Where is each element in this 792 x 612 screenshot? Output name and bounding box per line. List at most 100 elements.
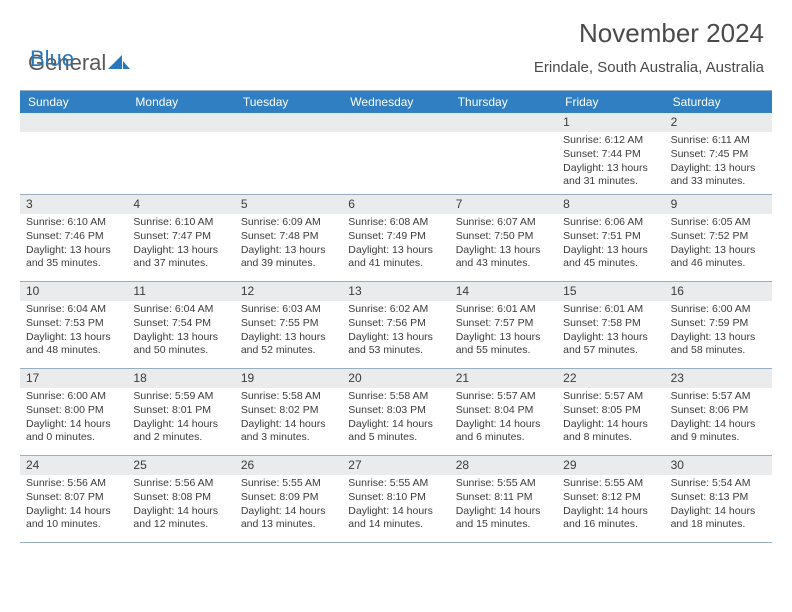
day-number: 29 (557, 456, 664, 475)
title-block: November 2024 Erindale, South Australia,… (534, 18, 764, 76)
day-number: 12 (235, 282, 342, 301)
sunset-text: Sunset: 7:53 PM (26, 317, 121, 330)
sunset-text: Sunset: 7:47 PM (133, 230, 228, 243)
day-number: 13 (342, 282, 449, 301)
location: Erindale, South Australia, Australia (534, 59, 764, 76)
day-number: 3 (20, 195, 127, 214)
day-body: Sunrise: 6:00 AMSunset: 8:00 PMDaylight:… (20, 388, 127, 450)
daylight-text: Daylight: 13 hours and 58 minutes. (671, 331, 766, 357)
sunset-text: Sunset: 7:52 PM (671, 230, 766, 243)
day-number: 19 (235, 369, 342, 388)
day-body: Sunrise: 6:05 AMSunset: 7:52 PMDaylight:… (665, 214, 772, 276)
day-body (235, 132, 342, 138)
day-cell (127, 113, 234, 194)
daylight-text: Daylight: 13 hours and 57 minutes. (563, 331, 658, 357)
day-header: Sunday (20, 91, 127, 113)
day-number (235, 113, 342, 132)
day-body: Sunrise: 5:56 AMSunset: 8:08 PMDaylight:… (127, 475, 234, 537)
day-cell: 2Sunrise: 6:11 AMSunset: 7:45 PMDaylight… (665, 113, 772, 194)
sunset-text: Sunset: 8:09 PM (241, 491, 336, 504)
day-cell: 22Sunrise: 5:57 AMSunset: 8:05 PMDayligh… (557, 369, 664, 455)
day-cell: 24Sunrise: 5:56 AMSunset: 8:07 PMDayligh… (20, 456, 127, 542)
sunset-text: Sunset: 8:00 PM (26, 404, 121, 417)
day-cell: 28Sunrise: 5:55 AMSunset: 8:11 PMDayligh… (450, 456, 557, 542)
day-number: 24 (20, 456, 127, 475)
week-row: 1Sunrise: 6:12 AMSunset: 7:44 PMDaylight… (20, 113, 772, 195)
day-cell: 27Sunrise: 5:55 AMSunset: 8:10 PMDayligh… (342, 456, 449, 542)
sunrise-text: Sunrise: 6:10 AM (26, 216, 121, 229)
day-cell: 21Sunrise: 5:57 AMSunset: 8:04 PMDayligh… (450, 369, 557, 455)
day-number: 22 (557, 369, 664, 388)
day-number: 2 (665, 113, 772, 132)
sunset-text: Sunset: 7:48 PM (241, 230, 336, 243)
day-body: Sunrise: 6:10 AMSunset: 7:47 PMDaylight:… (127, 214, 234, 276)
day-body: Sunrise: 6:01 AMSunset: 7:57 PMDaylight:… (450, 301, 557, 363)
day-cell (450, 113, 557, 194)
sunset-text: Sunset: 7:50 PM (456, 230, 551, 243)
day-number: 26 (235, 456, 342, 475)
day-number (20, 113, 127, 132)
sunset-text: Sunset: 8:02 PM (241, 404, 336, 417)
daylight-text: Daylight: 13 hours and 50 minutes. (133, 331, 228, 357)
day-cell: 25Sunrise: 5:56 AMSunset: 8:08 PMDayligh… (127, 456, 234, 542)
sunset-text: Sunset: 8:01 PM (133, 404, 228, 417)
sunset-text: Sunset: 8:13 PM (671, 491, 766, 504)
day-body: Sunrise: 5:57 AMSunset: 8:05 PMDaylight:… (557, 388, 664, 450)
sunrise-text: Sunrise: 5:55 AM (348, 477, 443, 490)
sunset-text: Sunset: 7:54 PM (133, 317, 228, 330)
sunrise-text: Sunrise: 6:07 AM (456, 216, 551, 229)
day-number: 9 (665, 195, 772, 214)
daylight-text: Daylight: 14 hours and 8 minutes. (563, 418, 658, 444)
sunrise-text: Sunrise: 5:57 AM (671, 390, 766, 403)
day-cell: 18Sunrise: 5:59 AMSunset: 8:01 PMDayligh… (127, 369, 234, 455)
sunset-text: Sunset: 8:08 PM (133, 491, 228, 504)
day-number: 28 (450, 456, 557, 475)
daylight-text: Daylight: 13 hours and 55 minutes. (456, 331, 551, 357)
day-body (342, 132, 449, 138)
day-cell (20, 113, 127, 194)
day-body: Sunrise: 5:58 AMSunset: 8:02 PMDaylight:… (235, 388, 342, 450)
day-body: Sunrise: 5:56 AMSunset: 8:07 PMDaylight:… (20, 475, 127, 537)
sunrise-text: Sunrise: 6:01 AM (456, 303, 551, 316)
daylight-text: Daylight: 13 hours and 39 minutes. (241, 244, 336, 270)
sunset-text: Sunset: 7:57 PM (456, 317, 551, 330)
day-cell: 16Sunrise: 6:00 AMSunset: 7:59 PMDayligh… (665, 282, 772, 368)
sunrise-text: Sunrise: 6:00 AM (671, 303, 766, 316)
sunrise-text: Sunrise: 5:55 AM (563, 477, 658, 490)
day-number (342, 113, 449, 132)
sunset-text: Sunset: 7:58 PM (563, 317, 658, 330)
day-cell: 11Sunrise: 6:04 AMSunset: 7:54 PMDayligh… (127, 282, 234, 368)
day-body: Sunrise: 6:04 AMSunset: 7:53 PMDaylight:… (20, 301, 127, 363)
day-number: 4 (127, 195, 234, 214)
day-number: 23 (665, 369, 772, 388)
day-number: 7 (450, 195, 557, 214)
daylight-text: Daylight: 13 hours and 37 minutes. (133, 244, 228, 270)
day-number: 21 (450, 369, 557, 388)
month-title: November 2024 (534, 18, 764, 49)
day-cell: 17Sunrise: 6:00 AMSunset: 8:00 PMDayligh… (20, 369, 127, 455)
day-number: 25 (127, 456, 234, 475)
day-body (450, 132, 557, 138)
sunset-text: Sunset: 7:56 PM (348, 317, 443, 330)
daylight-text: Daylight: 13 hours and 53 minutes. (348, 331, 443, 357)
day-cell: 13Sunrise: 6:02 AMSunset: 7:56 PMDayligh… (342, 282, 449, 368)
daylight-text: Daylight: 14 hours and 5 minutes. (348, 418, 443, 444)
day-cell: 19Sunrise: 5:58 AMSunset: 8:02 PMDayligh… (235, 369, 342, 455)
daylight-text: Daylight: 13 hours and 52 minutes. (241, 331, 336, 357)
day-number: 5 (235, 195, 342, 214)
day-number: 17 (20, 369, 127, 388)
day-cell: 7Sunrise: 6:07 AMSunset: 7:50 PMDaylight… (450, 195, 557, 281)
day-cell: 4Sunrise: 6:10 AMSunset: 7:47 PMDaylight… (127, 195, 234, 281)
week-row: 24Sunrise: 5:56 AMSunset: 8:07 PMDayligh… (20, 456, 772, 543)
daylight-text: Daylight: 14 hours and 0 minutes. (26, 418, 121, 444)
day-header: Monday (127, 91, 234, 113)
day-cell: 23Sunrise: 5:57 AMSunset: 8:06 PMDayligh… (665, 369, 772, 455)
sunset-text: Sunset: 8:05 PM (563, 404, 658, 417)
sunrise-text: Sunrise: 6:04 AM (26, 303, 121, 316)
sunrise-text: Sunrise: 5:57 AM (456, 390, 551, 403)
day-cell: 3Sunrise: 6:10 AMSunset: 7:46 PMDaylight… (20, 195, 127, 281)
day-body: Sunrise: 5:55 AMSunset: 8:09 PMDaylight:… (235, 475, 342, 537)
sunrise-text: Sunrise: 6:05 AM (671, 216, 766, 229)
day-body: Sunrise: 5:54 AMSunset: 8:13 PMDaylight:… (665, 475, 772, 537)
daylight-text: Daylight: 13 hours and 31 minutes. (563, 162, 658, 188)
